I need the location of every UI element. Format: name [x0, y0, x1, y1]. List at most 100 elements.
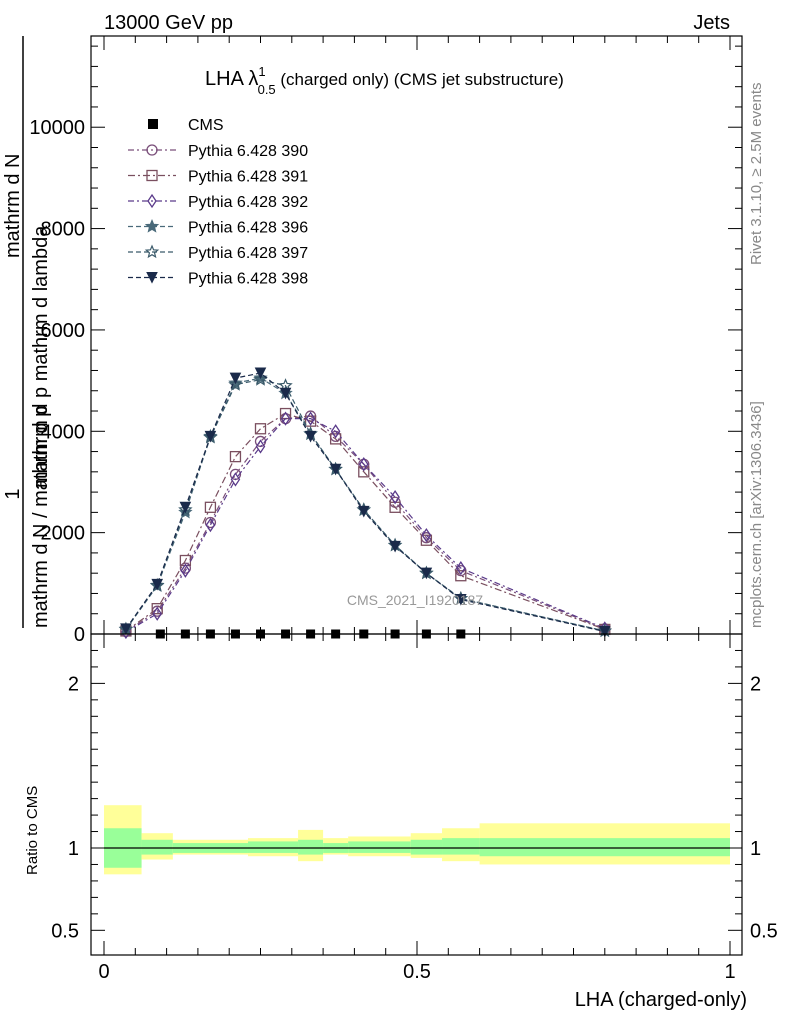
title-sup: 1 [258, 64, 265, 79]
series-point [120, 623, 132, 636]
legend: CMS Pythia 6.428 390 Pythia 6.428 391 Pythi… [128, 117, 308, 288]
series-point [280, 411, 291, 426]
legend-cms-label: CMS [188, 117, 224, 134]
ratio-tick-label-right: 2 [750, 673, 761, 695]
series-point [255, 439, 266, 454]
legend-label: Pythia 6.428 392 [188, 194, 308, 211]
ratio-band-inner [247, 841, 299, 853]
ratio-band-inner [410, 839, 443, 855]
series-point [389, 540, 401, 553]
mcplots-label: mcplots.cern.ch [arXiv:1306.3436] [748, 401, 765, 628]
series-point [230, 472, 241, 487]
ratio-tick-label-right: 0.5 [750, 920, 778, 942]
ratio-band-inner [298, 839, 324, 855]
y-tick-label: 8000 [41, 219, 86, 241]
series-point [359, 457, 369, 472]
series-point [456, 560, 466, 576]
series-point [205, 517, 216, 533]
ratio-band-inner [141, 839, 173, 855]
series-point [420, 567, 433, 580]
series-point [357, 505, 370, 518]
series-point [228, 377, 243, 391]
ratio-tick-label: 2 [68, 673, 79, 695]
series-point [279, 387, 292, 400]
y-tick-label: 2000 [41, 523, 86, 545]
main-plot: 0 2000 4000 6000 8000 10000 [29, 35, 743, 646]
series-point [204, 516, 217, 529]
ratio-band-inner [479, 838, 730, 857]
legend-marker [146, 169, 158, 182]
series-point [304, 415, 317, 427]
y-label-numerator: 1 [2, 488, 24, 499]
y-tick-label: 0 [74, 624, 85, 646]
series-point [254, 367, 267, 380]
ratio-tick-label: 0.5 [51, 920, 79, 942]
y-label-line1: mathrm d N / mathrm d p [30, 406, 52, 628]
series-point [330, 424, 341, 439]
series-point [304, 430, 317, 443]
ratio-tick-label: 1 [68, 838, 79, 860]
legend-marker [144, 244, 160, 259]
series-point [420, 534, 433, 546]
series-point [204, 430, 217, 443]
ratio-y-label: Ratio to CMS [24, 786, 41, 875]
y-tick-label: 4000 [41, 421, 86, 443]
series-point [598, 625, 611, 638]
x-tick-label: 1 [724, 961, 735, 983]
legend-label: Pythia 6.428 391 [188, 169, 308, 186]
series-line [125, 418, 606, 633]
series-point [358, 466, 370, 478]
legend-label: Pythia 6.428 396 [188, 220, 308, 237]
y-tick-label: 10000 [29, 117, 85, 139]
series-point [152, 606, 162, 621]
watermark: CMS_2021_I1920187 [347, 592, 483, 608]
legend-marker [146, 272, 158, 284]
title-main: LHA λ [205, 68, 258, 90]
ratio-band-inner [348, 841, 411, 853]
y-tick-label: 6000 [41, 320, 86, 342]
y-axis-label: 1 mathrm d N / mathrm d p mathrm d N mat… [2, 36, 52, 628]
series-point [421, 528, 432, 543]
series-point [329, 463, 342, 476]
series-point [179, 501, 192, 514]
series-pythia-6-428-392 [121, 411, 610, 640]
legend-label: Pythia 6.428 397 [188, 245, 308, 262]
ratio-band-inner [442, 838, 480, 855]
series-point [455, 570, 467, 582]
legend-label: Pythia 6.428 398 [188, 271, 308, 288]
title-sub: 0.5 [258, 82, 276, 97]
series-point [329, 433, 342, 445]
series-point [151, 603, 163, 615]
series-point [253, 372, 268, 386]
series-point [151, 578, 164, 591]
series-point [455, 594, 467, 606]
x-axis-label: LHA (charged-only) [575, 989, 747, 1011]
series-point [229, 372, 242, 385]
y-label-line2: mathrm d N [2, 154, 24, 258]
energy-label: 13000 GeV pp [104, 12, 233, 34]
series-point [229, 450, 242, 463]
series-point [305, 411, 316, 426]
series-line [125, 378, 605, 632]
x-tick-label: 0 [98, 961, 109, 983]
legend-marker [146, 144, 158, 156]
rivet-label: Rivet 3.1.10, ≥ 2.5M events [748, 83, 765, 266]
legend-marker [144, 218, 160, 233]
y-label-line3: mathrm d p mathrm d lambda [30, 225, 52, 488]
ratio-tick-label-right: 1 [750, 838, 761, 860]
x-tick-label: 0.5 [403, 961, 431, 983]
ratio-frame [90, 633, 743, 956]
legend-label: Pythia 6.428 390 [188, 143, 308, 160]
category-label: Jets [693, 12, 730, 34]
ratio-plot: 0 0.5 1 0.5 0.5 1 1 2 2 [51, 633, 778, 983]
plot-title: LHA λ1 0.5 (charged only) (CMS jet substr… [205, 64, 564, 97]
series-pythia-6-428-398 [120, 367, 611, 638]
title-rest: (charged only) (CMS jet substructure) [276, 70, 564, 89]
series-point [390, 489, 400, 505]
series-point [204, 501, 217, 513]
legend-marker [147, 193, 157, 209]
series-point [254, 423, 267, 435]
series-point [180, 563, 191, 578]
legend-cms-marker [148, 119, 158, 129]
